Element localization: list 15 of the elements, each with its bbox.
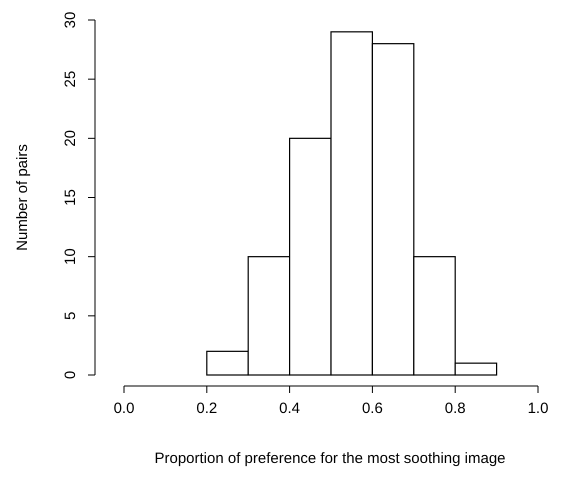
y-tick-label: 15 (62, 189, 79, 206)
y-tick-label: 30 (62, 12, 79, 28)
y-axis-title: Number of pairs (14, 144, 31, 251)
x-tick-label: 0.4 (279, 400, 300, 417)
x-tick-label: 1.0 (528, 400, 548, 417)
x-tick-label: 0.8 (444, 400, 466, 417)
y-tick-label: 0 (62, 370, 79, 380)
y-tick-label: 25 (62, 70, 79, 88)
y-tick-label: 10 (62, 248, 79, 266)
y-tick-label: 5 (62, 312, 79, 320)
x-tick-label: 0.0 (114, 400, 134, 417)
x-axis-title: Proportion of preference for the most soothing image (154, 450, 506, 467)
x-tick-label: 0.6 (362, 400, 383, 417)
y-tick-label: 20 (62, 130, 79, 147)
x-tick-label: 0.2 (196, 400, 218, 417)
